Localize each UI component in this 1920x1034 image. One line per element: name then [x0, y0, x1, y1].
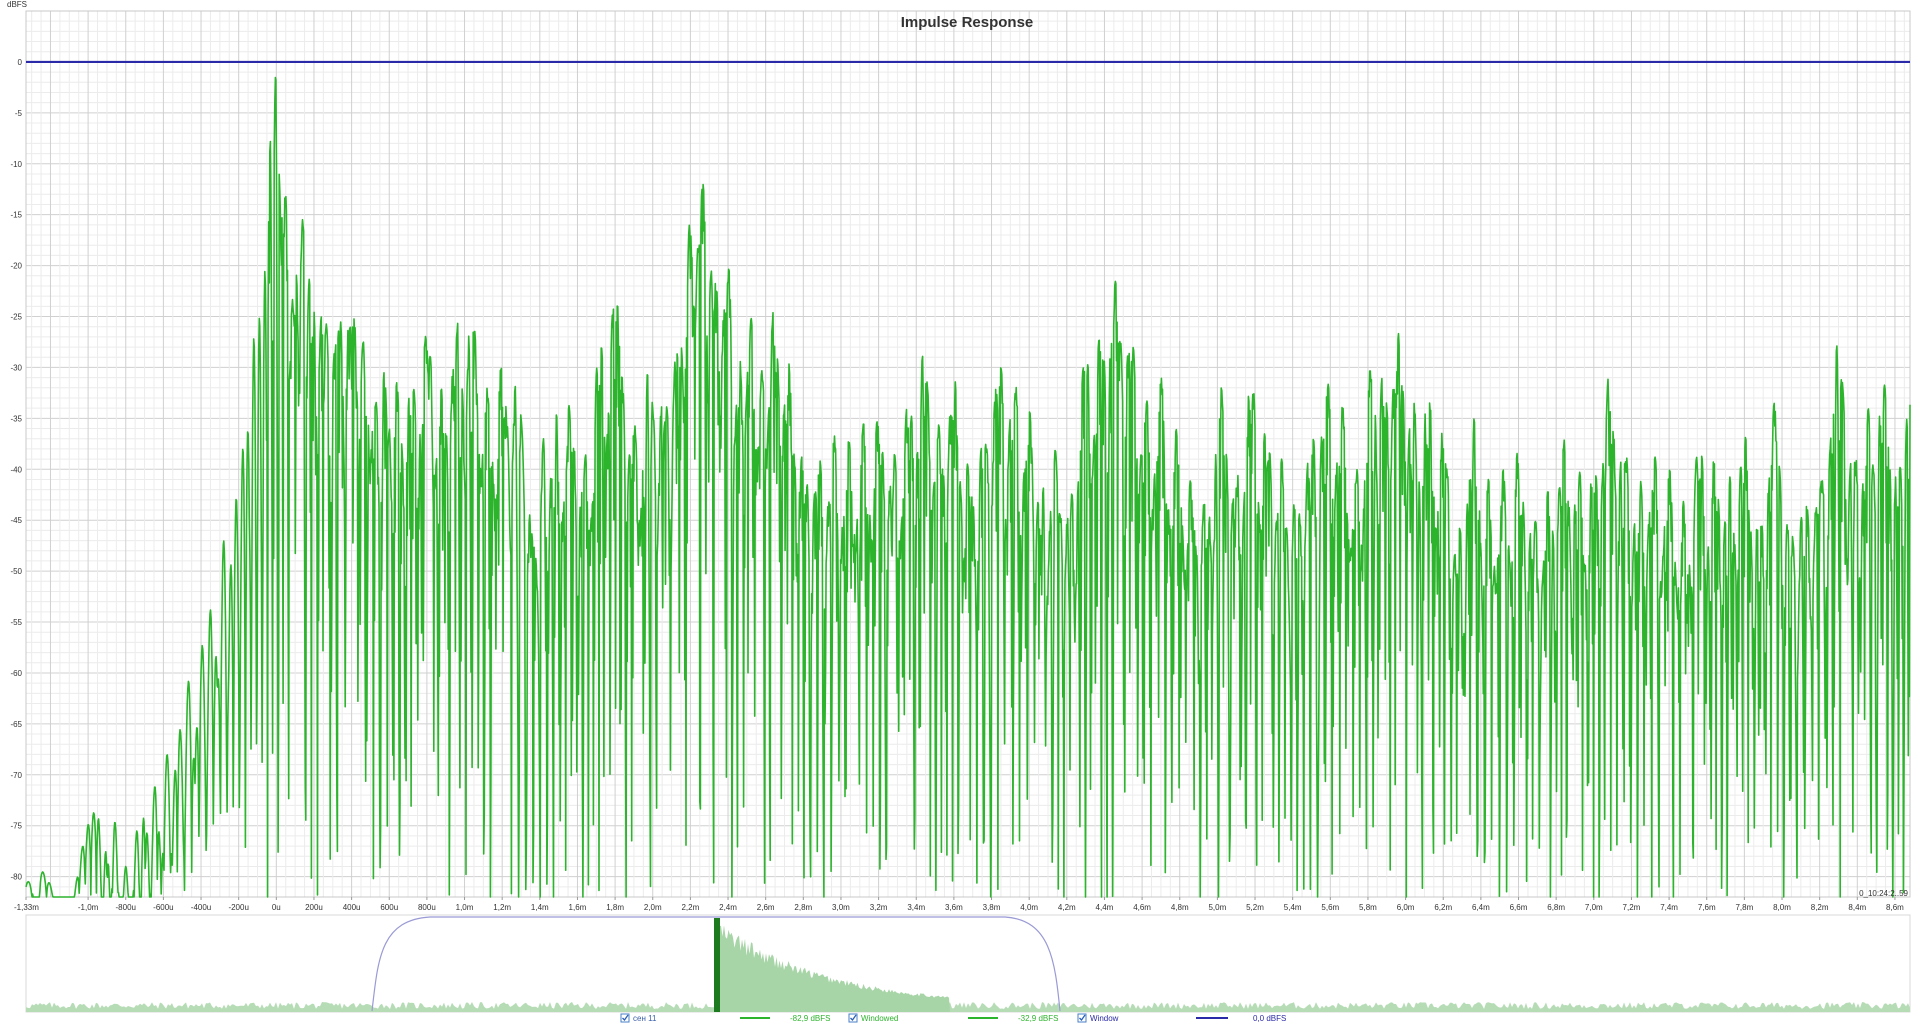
y-tick-label: -80	[10, 873, 22, 882]
x-tick-label: 800u	[418, 903, 436, 912]
legend-value: -82,9 dBFS	[790, 1014, 830, 1023]
y-tick-label: -35	[10, 414, 22, 423]
y-tick-label: -65	[10, 720, 22, 729]
legend-label: Window	[1090, 1014, 1119, 1023]
x-tick-label: 7,4m	[1660, 903, 1678, 912]
checkmark-icon	[850, 1014, 857, 1022]
y-tick-label: -75	[10, 822, 22, 831]
x-tick-label: 3,6m	[945, 903, 963, 912]
x-tick-label: 2,8m	[794, 903, 812, 912]
x-tick-label: 200u	[305, 903, 323, 912]
x-tick-label: 5,8m	[1359, 903, 1377, 912]
x-tick-label: 3,8m	[983, 903, 1001, 912]
overview-frame	[25, 914, 1911, 1013]
x-tick-label: 6,2m	[1434, 903, 1452, 912]
x-tick-label: 2,4m	[719, 903, 737, 912]
x-tick-label: 7,2m	[1623, 903, 1641, 912]
x-tick-label: 0u	[272, 903, 281, 912]
y-tick-label: -70	[10, 771, 22, 780]
x-tick-label: 2,2m	[681, 903, 699, 912]
x-tick-label: 4,4m	[1096, 903, 1114, 912]
overview-impulse-peak	[714, 918, 720, 1012]
x-tick-label: -800u	[116, 903, 136, 912]
legend-item[interactable]: Windowed -32,9 dBFS	[848, 1013, 1058, 1023]
x-tick-label: 8,0m	[1773, 903, 1791, 912]
checkmark-icon	[622, 1014, 629, 1022]
x-tick-label: 6,6m	[1510, 903, 1528, 912]
y-tick-label: -15	[10, 211, 22, 220]
y-tick-label: 0	[18, 58, 23, 67]
x-tick-label: 1,4m	[531, 903, 549, 912]
y-tick-label: -5	[15, 109, 23, 118]
legend-label: сен 11	[633, 1014, 657, 1023]
x-tick-label: 8,6m	[1886, 903, 1904, 912]
x-tick-label: 600u	[380, 903, 398, 912]
x-tick-label: 2,6m	[757, 903, 775, 912]
y-axis-unit: dBFS	[7, 0, 27, 9]
y-tick-label: -40	[10, 465, 22, 474]
cursor-readout: 0_10:24:2..59	[1859, 889, 1908, 898]
y-tick-label: -10	[10, 160, 22, 169]
y-tick-label: -50	[10, 567, 22, 576]
x-tick-label: -1,33m	[14, 903, 39, 912]
x-tick-label: 1,8m	[606, 903, 624, 912]
series-area	[25, 60, 1911, 898]
x-tick-label: 6,8m	[1547, 903, 1565, 912]
x-tick-label: 400u	[343, 903, 361, 912]
overview-noise-floor	[26, 1002, 1910, 1012]
x-tick-label: 4,0m	[1020, 903, 1038, 912]
x-tick-label: 1,2m	[493, 903, 511, 912]
y-tick-label: -30	[10, 363, 22, 372]
legend: сен 11 -82,9 dBFS Windowed -32,9 dBFS Window…	[620, 1013, 1286, 1023]
series-line-windowed	[25, 76, 1911, 898]
x-tick-label: 5,6m	[1321, 903, 1339, 912]
x-tick-label: 2,0m	[644, 903, 662, 912]
legend-item[interactable]: Window 0,0 dBFS	[1077, 1013, 1286, 1023]
x-tick-label: 6,4m	[1472, 903, 1490, 912]
overview-window-shape	[371, 916, 1061, 1012]
x-tick-label: 1,6m	[569, 903, 587, 912]
legend-value: 0,0 dBFS	[1253, 1014, 1286, 1023]
y-tick-label: -45	[10, 516, 22, 525]
x-tick-label: 8,4m	[1848, 903, 1866, 912]
x-tick-label: -1,0m	[78, 903, 99, 912]
x-tick-label: 7,8m	[1735, 903, 1753, 912]
y-tick-label: -20	[10, 262, 22, 271]
y-tick-label: -60	[10, 669, 22, 678]
x-tick-label: 3,0m	[832, 903, 850, 912]
x-tick-label: 8,2m	[1811, 903, 1829, 912]
legend-item[interactable]: сен 11 -82,9 dBFS	[620, 1013, 830, 1023]
legend-checkbox[interactable]	[620, 1013, 630, 1023]
overview-strip[interactable]	[25, 914, 1911, 1013]
x-tick-label: 4,8m	[1171, 903, 1189, 912]
overview-decay	[718, 925, 950, 1012]
x-tick-label: -200u	[228, 903, 248, 912]
legend-value: -32,9 dBFS	[1018, 1014, 1058, 1023]
y-tick-label: -55	[10, 618, 22, 627]
x-tick-label: -600u	[153, 903, 173, 912]
x-tick-label: 7,6m	[1698, 903, 1716, 912]
x-tick-label: 6,0m	[1397, 903, 1415, 912]
x-tick-label: 1,0m	[456, 903, 474, 912]
legend-checkbox[interactable]	[1077, 1013, 1087, 1023]
chart-title: Impulse Response	[901, 14, 1034, 31]
x-tick-label: 5,4m	[1284, 903, 1302, 912]
axes: 0 -5 -10 -15 -20 -25 -30 -35 -40 -45 -50 -55 -60 -65 -…	[10, 10, 1911, 912]
x-tick-label: 4,2m	[1058, 903, 1076, 912]
x-tick-label: -400u	[191, 903, 211, 912]
y-tick-label: -25	[10, 313, 22, 322]
legend-label: Windowed	[861, 1014, 898, 1023]
legend-checkbox[interactable]	[848, 1013, 858, 1023]
x-tick-label: 5,2m	[1246, 903, 1264, 912]
x-tick-label: 7,0m	[1585, 903, 1603, 912]
x-tick-label: 5,0m	[1208, 903, 1226, 912]
x-tick-label: 3,2m	[870, 903, 888, 912]
checkmark-icon	[1079, 1014, 1086, 1022]
x-tick-label: 3,4m	[907, 903, 925, 912]
x-tick-label: 4,6m	[1133, 903, 1151, 912]
